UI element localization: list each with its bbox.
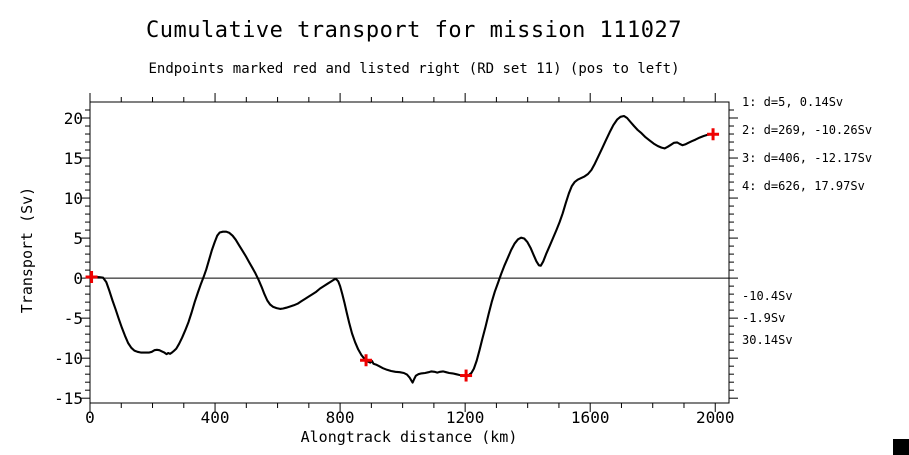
y-tick-label: 0 (73, 269, 83, 289)
x-tick-label: 400 (200, 408, 230, 427)
cursor-block (893, 439, 909, 455)
y-tick-label: 15 (63, 149, 83, 169)
endpoint-annotation: 2: d=269, -10.26Sv (742, 123, 873, 137)
x-tick-label: 1200 (445, 408, 485, 427)
y-tick-label: 10 (63, 189, 83, 209)
y-tick-label: -5 (63, 309, 83, 329)
x-axis-label: Alongtrack distance (km) (300, 428, 518, 446)
y-tick-label: 5 (73, 229, 83, 249)
y-tick-label: -15 (54, 389, 83, 409)
endpoint-annotation: 3: d=406, -12.17Sv (742, 151, 873, 165)
y-tick-label: -10 (54, 349, 83, 369)
x-tick-label: 800 (325, 408, 355, 427)
sum-annotation: -10.4Sv (742, 289, 793, 303)
y-axis-label: Transport (Sv) (18, 186, 36, 314)
sum-annotation: 30.14Sv (742, 333, 793, 347)
axes-box (89, 101, 730, 404)
x-tick-label: 2000 (695, 408, 735, 427)
chart-title: Cumulative transport for mission 111027 (145, 18, 683, 43)
y-tick-label: 20 (63, 109, 83, 128)
sum-annotation: -1.9Sv (742, 311, 786, 325)
endpoint-annotation: 1: d=5, 0.14Sv (742, 95, 844, 109)
x-tick-label: 1600 (570, 408, 610, 427)
endpoint-annotation: 4: d=626, 17.97Sv (742, 179, 865, 193)
chart-subtitle: Endpoints marked red and listed right (R… (148, 61, 680, 77)
x-tick-label: 0 (85, 408, 95, 427)
transport-curve (88, 114, 716, 384)
